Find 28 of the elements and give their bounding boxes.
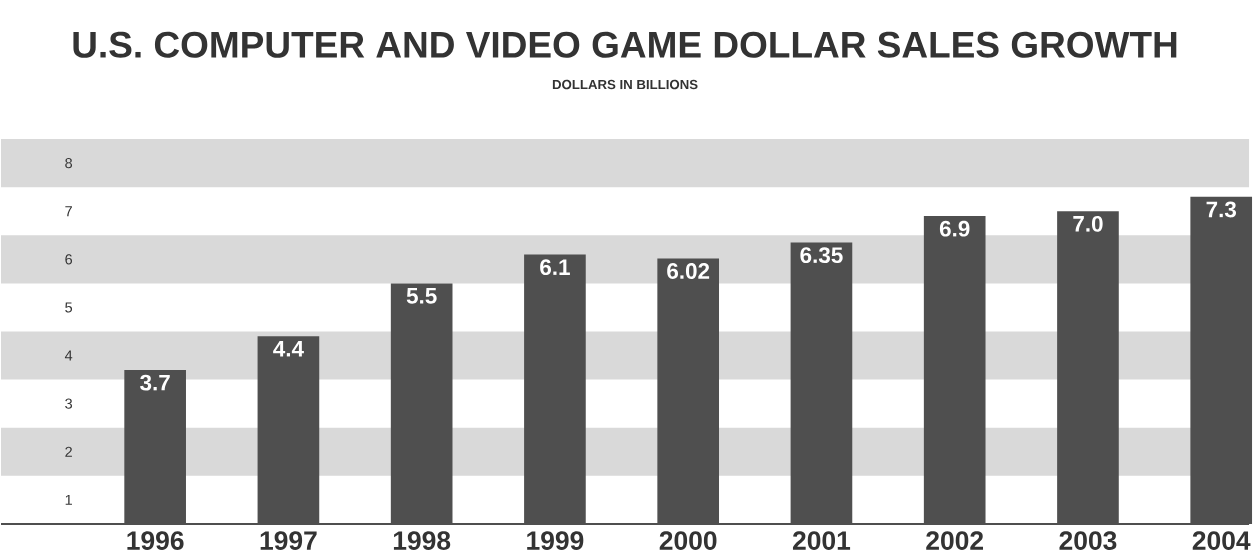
data-label: 7.0 [1073,215,1103,232]
y-tick-label: 1 [65,494,72,505]
x-tick-label: 2001 [792,531,851,550]
y-tick-label: 4 [64,350,73,361]
data-label: 6.02 [667,262,710,279]
y-tick-label: 7 [65,206,72,217]
x-tick-label: 1998 [393,531,451,550]
data-label: 5.5 [406,287,437,304]
y-tick-label: 8 [65,157,73,169]
y-tick-label: 5 [65,302,73,313]
y-tick-label: 6 [65,254,73,265]
x-tick-label: 1999 [527,531,584,550]
data-label: 6.1 [540,259,570,275]
data-label: 6.35 [800,246,843,263]
data-label: 6.9 [939,220,970,237]
x-tick-label: 1996 [127,531,184,550]
chart-title: U.S. COMPUTER AND VIDEO GAME DOLLAR SALES GROWTH [73,31,1177,58]
data-label: 4.4 [273,340,304,357]
y-tick-label: 2 [65,446,72,457]
x-tick-label: 2004 [1192,531,1251,550]
x-tick-label: 2000 [659,531,717,550]
chart-subtitle: DOLLARS IN BILLIONS [552,79,698,90]
data-label: 7.3 [1206,201,1237,218]
x-tick-label: 1997 [260,531,317,550]
x-tick-label: 2002 [926,531,984,550]
y-tick-label: 3 [65,398,73,409]
x-tick-label: 2003 [1059,531,1117,550]
data-label: 3.7 [140,374,170,391]
